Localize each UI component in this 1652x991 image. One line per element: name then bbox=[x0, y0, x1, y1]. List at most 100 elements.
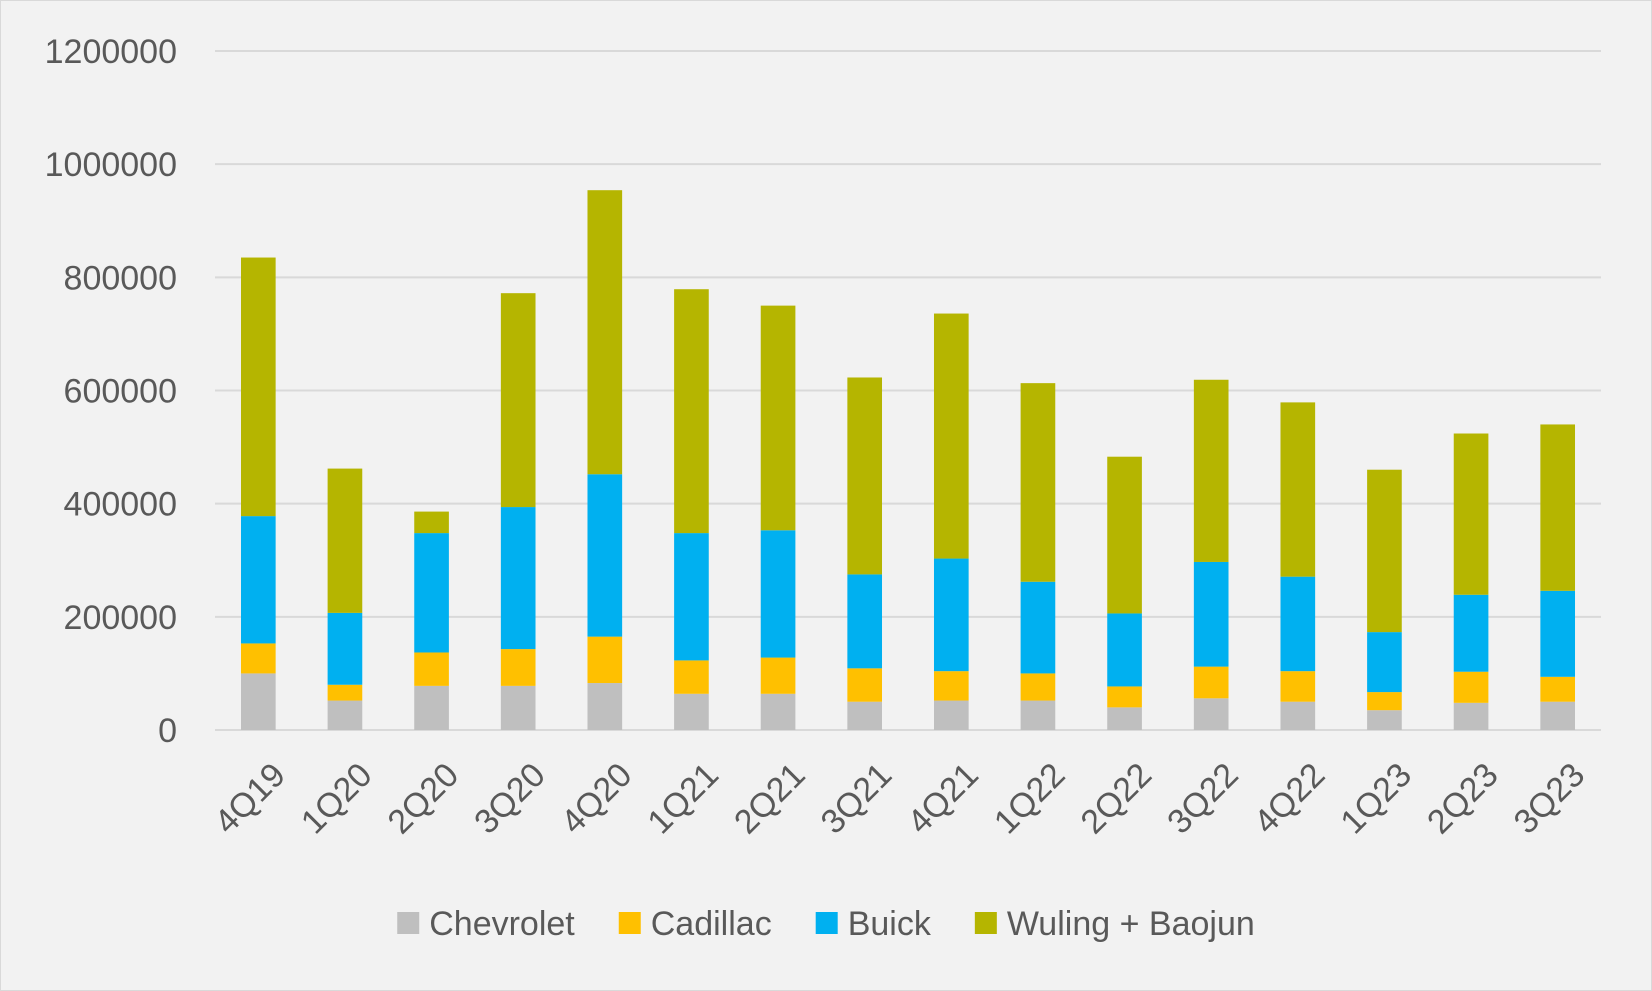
y-tick-label: 0 bbox=[158, 712, 177, 750]
bar-segment-buick bbox=[500, 507, 536, 650]
bar-segment-cadillac bbox=[674, 660, 709, 694]
bar-segment-cadillac bbox=[327, 684, 363, 701]
bar-segment-chevrolet bbox=[327, 700, 363, 730]
x-tick-label: 2Q20 bbox=[380, 756, 466, 842]
bar-segment-cadillac bbox=[847, 668, 883, 702]
bar-segment-cadillac bbox=[1280, 671, 1316, 702]
bar-segment-buick bbox=[587, 474, 623, 637]
bar-segment-cadillac bbox=[1107, 686, 1142, 708]
y-tick-label: 400000 bbox=[64, 486, 177, 524]
bar-segment-buick bbox=[847, 574, 883, 669]
x-tick-label: 3Q23 bbox=[1507, 756, 1593, 842]
bar-segment-chevrolet bbox=[587, 683, 623, 730]
bar-segment-chevrolet bbox=[1280, 701, 1316, 730]
x-tick-label: 3Q22 bbox=[1160, 756, 1246, 842]
bar-segment-buick bbox=[1193, 561, 1229, 667]
bar-segment-chevrolet bbox=[1367, 710, 1402, 730]
y-tick-label: 1200000 bbox=[45, 33, 177, 71]
bar-segment-cadillac bbox=[1453, 671, 1489, 703]
x-tick-label: 4Q22 bbox=[1247, 756, 1333, 842]
bar-segment-wuling-baojun bbox=[1280, 402, 1316, 577]
legend-item: Chevrolet bbox=[397, 905, 575, 943]
x-tick-label: 4Q20 bbox=[554, 756, 640, 842]
bar-segment-chevrolet bbox=[1193, 698, 1229, 730]
bar-segment-cadillac bbox=[760, 657, 796, 694]
legend: Chevrolet Cadillac Buick Wuling + Baojun bbox=[397, 905, 1255, 943]
bar-segment-chevrolet bbox=[760, 693, 796, 730]
x-tick-label: 1Q23 bbox=[1333, 756, 1419, 842]
x-tick-label: 3Q21 bbox=[814, 756, 900, 842]
x-tick-label: 2Q22 bbox=[1073, 756, 1159, 842]
bar-segment-cadillac bbox=[1367, 692, 1402, 711]
legend-swatch bbox=[815, 912, 838, 934]
bars bbox=[240, 190, 1576, 730]
bar-segment-cadillac bbox=[500, 649, 536, 686]
bar-segment-chevrolet bbox=[1540, 701, 1576, 730]
x-tick-label: 4Q21 bbox=[900, 756, 986, 842]
bar-segment-wuling-baojun bbox=[1367, 469, 1402, 633]
bar-segment-wuling-baojun bbox=[1540, 424, 1576, 591]
x-tick-label: 2Q23 bbox=[1420, 756, 1506, 842]
bar-segment-buick bbox=[1540, 590, 1576, 677]
bar-segment-cadillac bbox=[1540, 676, 1576, 702]
bar-segment-buick bbox=[674, 533, 709, 661]
y-axis-ticks: 0 200000 400000 600000 800000 1000000 1200000 bbox=[45, 33, 177, 750]
x-tick-label: 3Q20 bbox=[467, 756, 553, 842]
legend-swatch bbox=[397, 912, 420, 934]
bar-segment-chevrolet bbox=[1453, 702, 1489, 730]
bar-segment-buick bbox=[760, 530, 796, 658]
bar-segment-chevrolet bbox=[500, 685, 536, 730]
x-tick-label: 1Q22 bbox=[987, 756, 1073, 842]
bar-segment-buick bbox=[327, 612, 363, 685]
legend-swatch bbox=[974, 912, 997, 934]
bar-segment-chevrolet bbox=[933, 700, 969, 730]
bar-segment-wuling-baojun bbox=[240, 257, 276, 517]
bar-segment-wuling-baojun bbox=[1107, 456, 1142, 614]
x-tick-label: 4Q19 bbox=[207, 756, 293, 842]
y-tick-label: 1000000 bbox=[45, 146, 177, 184]
legend-label: Wuling + Baojun bbox=[1007, 905, 1255, 943]
legend-swatch bbox=[618, 912, 641, 934]
bar-segment-wuling-baojun bbox=[674, 289, 709, 534]
bar-segment-buick bbox=[1453, 594, 1489, 672]
legend-item: Cadillac bbox=[618, 905, 772, 943]
bar-segment-buick bbox=[414, 533, 449, 653]
bar-segment-cadillac bbox=[1193, 666, 1229, 699]
bar-segment-chevrolet bbox=[1020, 700, 1056, 730]
bar-segment-cadillac bbox=[414, 652, 449, 686]
bar-segment-wuling-baojun bbox=[500, 293, 536, 508]
bar-segment-wuling-baojun bbox=[1453, 433, 1489, 595]
legend-label: Buick bbox=[848, 905, 932, 943]
legend-label: Chevrolet bbox=[429, 905, 575, 943]
bar-segment-wuling-baojun bbox=[414, 511, 449, 534]
bar-segment-buick bbox=[240, 516, 276, 644]
y-tick-label: 800000 bbox=[64, 259, 177, 297]
x-axis-ticks: 4Q19 1Q20 2Q20 3Q20 4Q20 1Q21 2Q21 3Q21 4Q21 1Q22… bbox=[207, 756, 1592, 842]
bar-segment-chevrolet bbox=[674, 693, 709, 730]
bar-segment-wuling-baojun bbox=[587, 190, 623, 475]
bar-segment-wuling-baojun bbox=[933, 313, 969, 559]
bar-segment-chevrolet bbox=[1107, 707, 1142, 730]
bar-segment-wuling-baojun bbox=[327, 468, 363, 613]
bar-segment-buick bbox=[1020, 581, 1056, 674]
x-tick-label: 2Q21 bbox=[727, 756, 813, 842]
x-tick-label: 1Q21 bbox=[640, 756, 726, 842]
y-tick-label: 600000 bbox=[64, 373, 177, 411]
bar-segment-chevrolet bbox=[847, 701, 883, 730]
legend-label: Cadillac bbox=[651, 905, 772, 943]
x-tick-label: 1Q20 bbox=[294, 756, 380, 842]
bar-segment-buick bbox=[933, 558, 969, 672]
legend-item: Buick bbox=[815, 905, 932, 943]
legend-item: Wuling + Baojun bbox=[974, 905, 1255, 943]
bar-segment-cadillac bbox=[1020, 673, 1056, 701]
bar-segment-chevrolet bbox=[240, 673, 276, 730]
bar-segment-cadillac bbox=[587, 636, 623, 684]
y-tick-label: 200000 bbox=[64, 599, 177, 637]
bar-segment-wuling-baojun bbox=[847, 377, 883, 575]
bar-segment-buick bbox=[1280, 576, 1316, 672]
bar-segment-buick bbox=[1107, 613, 1142, 687]
bar-segment-cadillac bbox=[933, 671, 969, 701]
bar-segment-chevrolet bbox=[414, 685, 449, 730]
